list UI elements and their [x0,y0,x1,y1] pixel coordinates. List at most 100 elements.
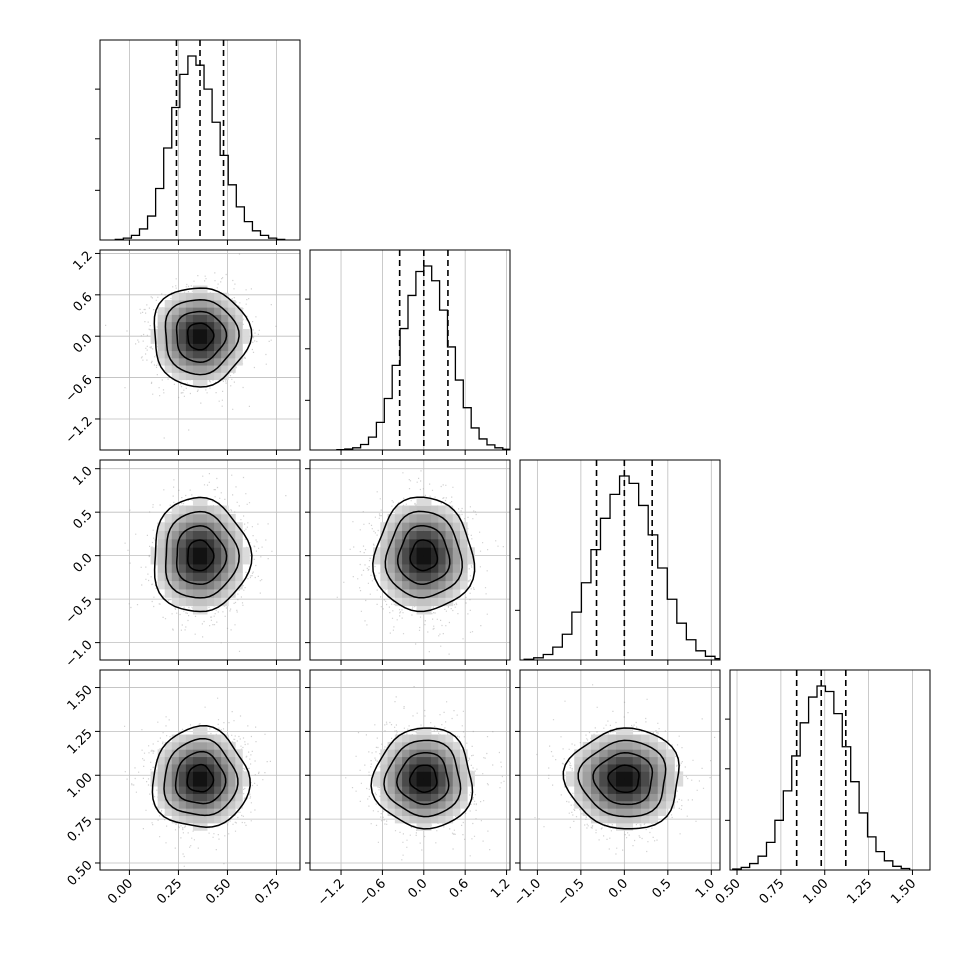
density-cell [607,815,617,824]
density-cell [171,572,180,582]
density-cell [200,350,208,359]
density-cell [616,741,625,750]
density-cell [416,555,425,565]
density-layer [345,686,505,861]
panel-2-2 [515,459,721,665]
density-cell [164,314,173,323]
density-cell [394,764,403,772]
density-cell [641,749,650,758]
density-cell [387,786,396,794]
density-cell [221,365,229,373]
density-cell [423,497,432,506]
density-cell [431,589,439,598]
density-cell [409,749,417,758]
density-cell [157,350,166,359]
density-cell [641,734,650,743]
ytick-label: −1.0 [63,638,96,671]
density-cell [599,764,609,772]
density-cell [423,597,432,607]
density-cell [200,285,208,294]
density-cell [171,756,180,765]
panel-2-0 [95,459,301,665]
density-cell [171,547,180,557]
density-cell [632,771,642,780]
density-cell [387,778,396,787]
density-cell [632,764,642,772]
density-cell [445,778,454,787]
xtick-label: −0.5 [555,876,588,909]
density-cell [192,555,201,565]
density-cell [387,589,396,598]
density-cell [616,793,625,802]
density-cell [574,764,584,772]
ytick-label: −0.5 [63,594,96,627]
density-cell [431,505,439,515]
density-cell [373,771,381,780]
density-cell [185,538,194,548]
density-cell [438,597,446,607]
density-cell [178,292,187,301]
density-cell [438,741,446,750]
panel-frame [729,669,931,871]
density-cell [460,771,468,780]
density-cell [460,793,468,802]
density-cell [178,321,187,330]
density-cell [641,741,650,750]
density-cell [431,547,439,557]
density-cell [200,572,208,582]
density-cell [185,336,194,344]
density-cell [178,314,187,323]
density-cell [200,505,208,515]
density-cell [242,555,250,565]
density-cell [624,815,634,824]
density-cell [394,513,403,523]
density-cell [641,793,650,802]
density-cell [438,555,446,565]
density-cell [565,771,575,780]
density-cell [235,793,243,802]
density-cell [235,307,243,315]
density-cell [192,815,201,824]
density-cell [171,365,180,373]
density-cell [214,800,222,809]
density-cell [590,741,600,750]
density-cell [178,372,187,381]
density-cell [185,589,194,598]
xtick-label: 0.50 [713,876,744,907]
density-cell [214,749,222,758]
density-cell [590,808,600,817]
density-cell [157,749,166,758]
density-cell [228,793,236,802]
density-cell [164,564,173,573]
density-cell [242,336,250,344]
density-cell [624,793,634,802]
density-cell [164,778,173,787]
density-cell [394,572,403,582]
density-cell [178,589,187,598]
density-cell [164,808,173,817]
density-cell [607,756,617,765]
density-cell [171,589,180,598]
density-cell [171,328,180,337]
density-cell [431,800,439,809]
density-cell [624,741,634,750]
density-cell [380,522,388,532]
density-cell [416,771,425,780]
density-cell [207,343,215,352]
density-cell [394,547,403,557]
density-cell [423,727,432,735]
density-cell [200,800,208,809]
density-cell [460,564,468,573]
density-cell [185,328,194,337]
density-cell [235,314,243,323]
density-cell [171,764,180,772]
density-cell [582,741,592,750]
density-cell [632,749,642,758]
density-cell [445,547,454,557]
density-cell [582,808,592,817]
density-cell [221,547,229,557]
density-cell [632,808,642,817]
density-cell [574,749,584,758]
density-cell [242,328,250,337]
density-cell [402,597,410,607]
